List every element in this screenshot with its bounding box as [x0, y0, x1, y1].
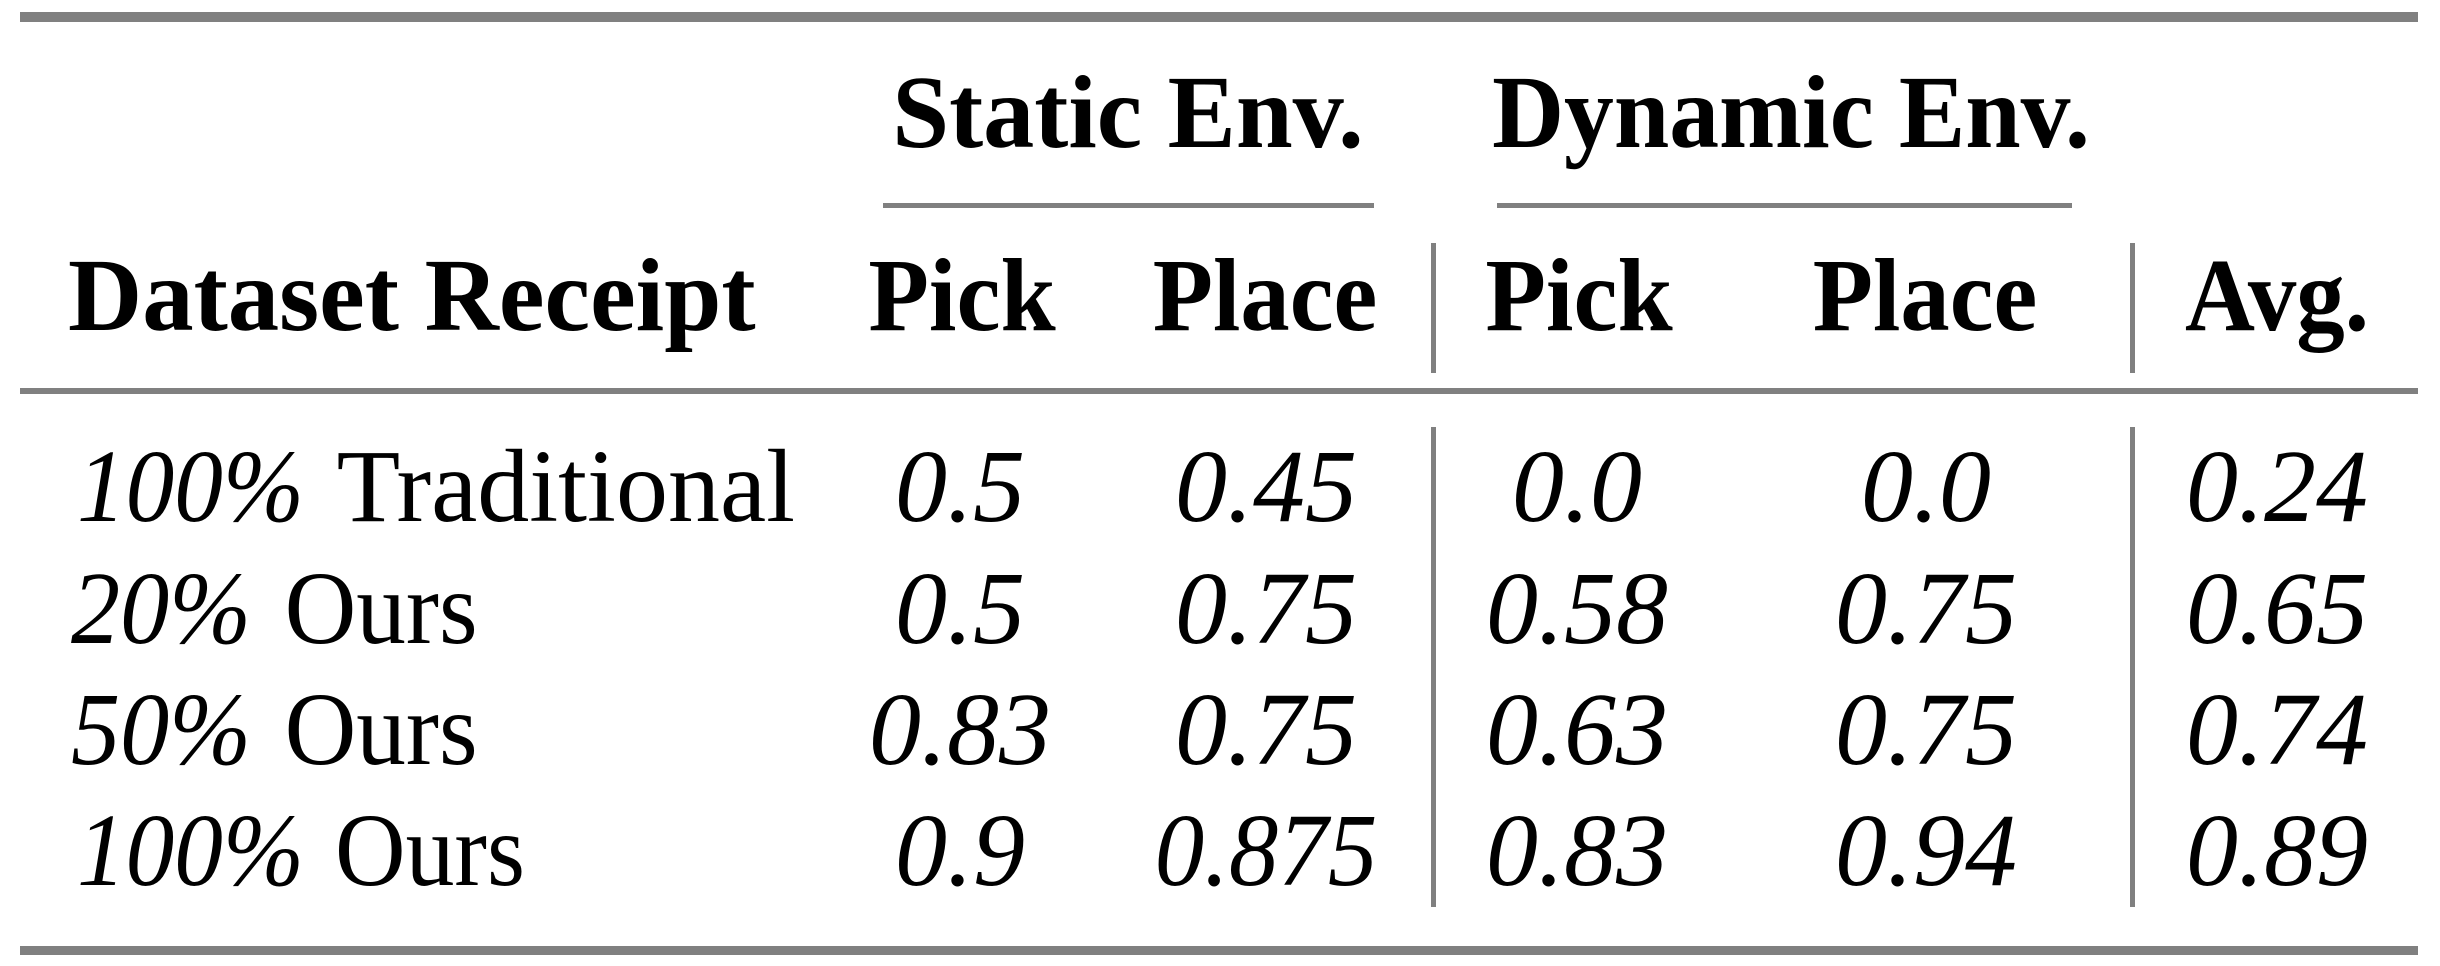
svg-text:Pick: Pick [1485, 238, 1672, 353]
svg-text:0.0: 0.0 [1512, 429, 1642, 544]
svg-text:0.5: 0.5 [895, 429, 1025, 544]
svg-text:Traditional: Traditional [337, 429, 795, 544]
svg-text:0.65: 0.65 [2186, 551, 2368, 666]
svg-text:Place: Place [1813, 238, 2038, 353]
svg-text:0.24: 0.24 [2186, 429, 2368, 544]
svg-text:20%: 20% [71, 551, 251, 666]
svg-text:0.45: 0.45 [1175, 429, 1357, 544]
svg-text:0.83: 0.83 [1486, 793, 1668, 908]
svg-text:0.0: 0.0 [1861, 429, 1991, 544]
svg-text:0.94: 0.94 [1835, 793, 2017, 908]
svg-text:Dataset Receipt: Dataset Receipt [68, 238, 756, 353]
svg-text:Static Env.: Static Env. [892, 55, 1363, 170]
svg-text:0.63: 0.63 [1486, 672, 1668, 787]
svg-text:100%: 100% [77, 793, 304, 908]
svg-text:Ours: Ours [285, 551, 478, 666]
svg-text:Dynamic Env.: Dynamic Env. [1492, 55, 2090, 170]
svg-text:0.83: 0.83 [869, 672, 1051, 787]
svg-text:0.75: 0.75 [1835, 672, 2017, 787]
svg-text:100%: 100% [77, 429, 304, 544]
svg-text:Avg.: Avg. [2185, 238, 2369, 353]
svg-text:Place: Place [1153, 238, 1378, 353]
svg-text:50%: 50% [71, 672, 251, 787]
svg-text:0.89: 0.89 [2186, 793, 2368, 908]
svg-text:0.875: 0.875 [1155, 793, 1378, 908]
svg-text:0.75: 0.75 [1175, 551, 1357, 666]
svg-text:Ours: Ours [285, 672, 478, 787]
svg-text:0.75: 0.75 [1835, 551, 2017, 666]
svg-text:Ours: Ours [335, 793, 525, 908]
svg-text:0.75: 0.75 [1175, 672, 1357, 787]
svg-text:0.58: 0.58 [1486, 551, 1668, 666]
svg-text:0.9: 0.9 [895, 793, 1025, 908]
svg-text:0.74: 0.74 [2186, 672, 2368, 787]
svg-text:Pick: Pick [868, 238, 1055, 353]
svg-text:0.5: 0.5 [895, 551, 1025, 666]
